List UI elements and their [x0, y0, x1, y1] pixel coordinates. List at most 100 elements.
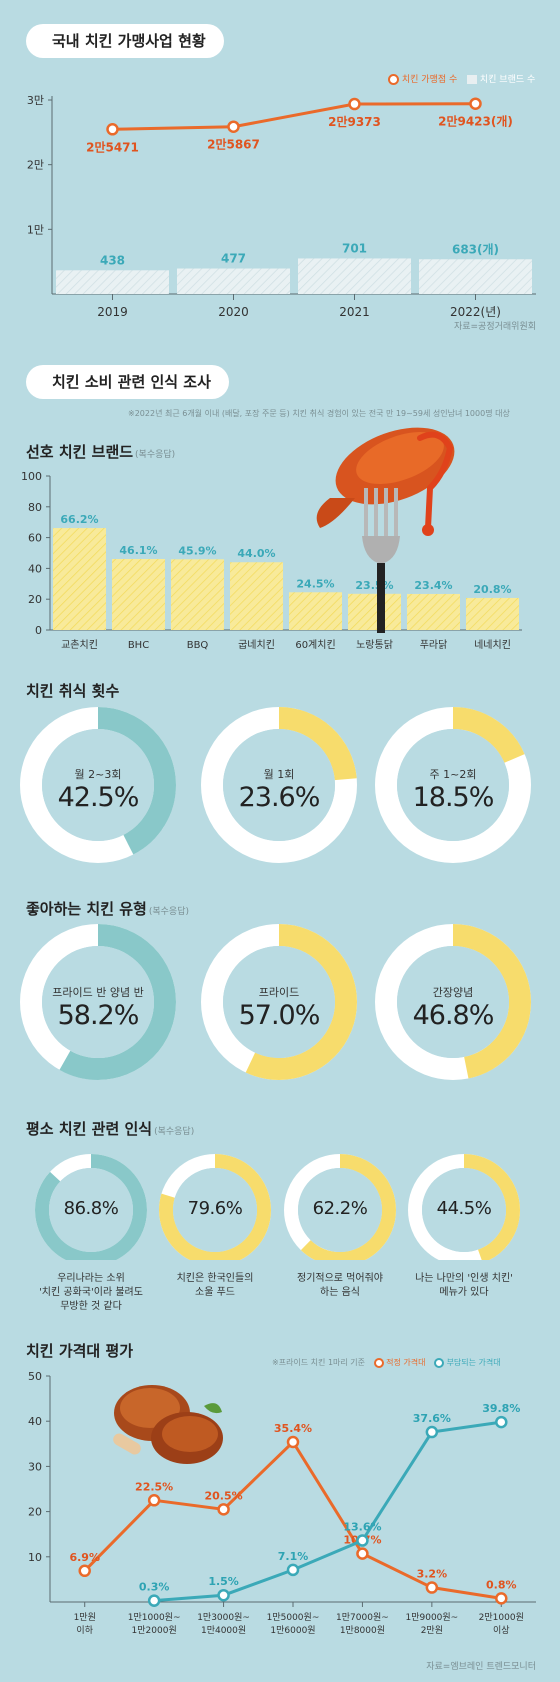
legend-fair-marker: [373, 1357, 384, 1368]
stores-line: [112, 102, 476, 131]
x-tick-label-2: 1만2000원: [132, 1625, 177, 1636]
perc-donut-hole: [422, 1168, 506, 1252]
burden-label: 37.6%: [413, 1412, 451, 1425]
stores-point: [469, 97, 482, 110]
price-source: 자료=엠브레인 트렌드모니터: [426, 1662, 536, 1672]
brand-bar-label: 701: [342, 241, 367, 255]
brands-title: 선호 치킨 브랜드 (복수응답): [26, 443, 176, 461]
legend-brands: 치킨 브랜드 수: [467, 72, 535, 85]
fair-label: 20.5%: [204, 1489, 242, 1502]
y-tick-label: 10: [28, 1551, 42, 1564]
legend-burden-marker: [434, 1357, 445, 1368]
x-tick-label: 교촌치킨: [61, 639, 98, 651]
y-tick-label: 40: [28, 1415, 42, 1428]
frequency-donuts: [20, 707, 531, 863]
burden-point: [147, 1594, 161, 1607]
section2-title: 치킨 소비 관련 인식 조사: [26, 365, 229, 399]
fair-label: 35.4%: [274, 1422, 312, 1435]
brands-chart: 100 80 60 40 20 0 66.2% 교촌치킨 46.1% BHC 45.9% BBQ 44.…: [21, 470, 522, 651]
types-sub: (복수응답): [148, 907, 190, 917]
perc-value-3: 62.2%: [312, 1198, 368, 1219]
burden-label: 1.5%: [208, 1575, 239, 1588]
freq-donut-arc: [201, 707, 357, 863]
perc-donut-hole: [49, 1168, 133, 1252]
perc-caption-1: 우리나라는 소위 '치킨 공화국'이라 불려도 무방한 것 같다: [39, 1273, 143, 1312]
perc-value-2: 79.6%: [187, 1198, 243, 1219]
perc-donut-arc: [35, 1154, 147, 1260]
perception-sub: (복수응답): [154, 1127, 195, 1137]
type-donut-arc: [20, 924, 176, 1080]
fair-label: 0.8%: [486, 1578, 517, 1591]
x-tick-label: 1만5000원~: [267, 1612, 320, 1623]
y-tick-label: 80: [28, 501, 42, 514]
fair-point: [217, 1503, 230, 1516]
y-tick-label: 60: [28, 532, 42, 545]
x-tick-label: 2022(년): [450, 305, 501, 318]
x-tick-label-2: 1만8000원: [340, 1625, 385, 1636]
x-tick-label: BBQ: [187, 640, 209, 651]
price-title: 치킨 가격대 평가: [26, 1342, 134, 1360]
brand-bar: [466, 597, 519, 630]
y-tick-label: 100: [21, 470, 42, 483]
x-tick-label: 1만원: [74, 1612, 96, 1623]
brand-bar-label: 23.4%: [414, 579, 452, 592]
y-tick-label: 30: [28, 1460, 42, 1473]
brand-bar-label: 44.0%: [237, 547, 275, 560]
stores-label: 2만5471: [86, 139, 139, 154]
burden-label: 0.3%: [139, 1581, 170, 1594]
chicken-fork-illustration: [316, 427, 455, 633]
legend-fair-label: 적정 가격대: [386, 1358, 426, 1367]
y-tick-label: 40: [28, 562, 42, 575]
x-tick-label-2: 1만4000원: [201, 1625, 246, 1636]
y-tick-label: 0: [35, 624, 42, 637]
x-tick-label: 2020: [218, 305, 249, 318]
brand-bar-label: 20.8%: [473, 583, 511, 596]
fair-point: [78, 1564, 91, 1578]
x-tick-label: 굽네치킨: [238, 639, 275, 651]
perc-donut-hole: [173, 1168, 257, 1252]
perc-donut-arc: [159, 1154, 271, 1260]
type-donut-hole: [223, 946, 335, 1058]
perc-caption-3: 정기적으로 먹어줘야 하는 음식: [297, 1273, 383, 1298]
perception-title: 평소 치킨 관련 인식 (복수응답): [26, 1120, 195, 1138]
type-label-1: 프라이드 반 양념 반 58.2%: [52, 986, 144, 1031]
section1-title: 국내 치킨 가맹사업 현황: [26, 24, 224, 58]
legend-brands-marker: [467, 75, 477, 84]
types-title: 좋아하는 치킨 유형 (복수응답): [26, 900, 190, 918]
brand-bar: [53, 528, 106, 630]
burden-label: 7.1%: [278, 1550, 309, 1563]
x-tick-label: 1만9000원~: [405, 1612, 458, 1623]
brand-bar: [348, 593, 401, 630]
brand-bar: [230, 562, 283, 630]
perc-donut-hole: [298, 1168, 382, 1252]
brand-bar: [289, 592, 342, 630]
type-donuts: [20, 924, 531, 1080]
legend-stores: 치킨 가맹점 수: [388, 72, 457, 85]
x-tick-label-2: 이상: [493, 1625, 510, 1636]
brand-bar: [112, 559, 165, 630]
type-donut-arc: [375, 924, 531, 1080]
burden-point: [286, 1563, 300, 1577]
x-tick-label: 네네치킨: [474, 639, 511, 651]
price-legend: ※프라이드 치킨 1마리 기준 적정 가격대 부담되는 가격대: [272, 1357, 501, 1368]
brand-bar: [177, 268, 290, 294]
x-tick-label: 2019: [97, 305, 128, 318]
x-tick-label-2: 이하: [76, 1625, 93, 1636]
legend-brands-label: 치킨 브랜드 수: [479, 75, 536, 85]
type-donut-hole: [397, 946, 509, 1058]
brand-bar-label: 477: [221, 252, 246, 266]
survey-note: ※2022년 최근 6개월 이내 (배달, 포장 주문 등) 치킨 취식 경험이…: [128, 409, 510, 418]
brand-bar-label: 45.9%: [178, 544, 216, 557]
y-tick-label: 50: [28, 1370, 42, 1383]
freq-label-3: 주 1~2회 18.5%: [412, 768, 495, 813]
brand-bar-label: 24.5%: [296, 577, 334, 590]
x-tick-label: 노랑통닭: [356, 639, 393, 651]
burden-label: 39.8%: [482, 1402, 520, 1415]
perc-caption-4: 나는 나만의 '인생 치킨' 메뉴가 있다: [415, 1273, 513, 1298]
fair-point: [425, 1581, 439, 1594]
legend-stores-marker: [388, 74, 399, 85]
price-legend-note: ※프라이드 치킨 1마리 기준: [272, 1358, 366, 1367]
freq-donut-arc: [375, 707, 531, 863]
y-tick-label: 2만: [27, 159, 44, 172]
